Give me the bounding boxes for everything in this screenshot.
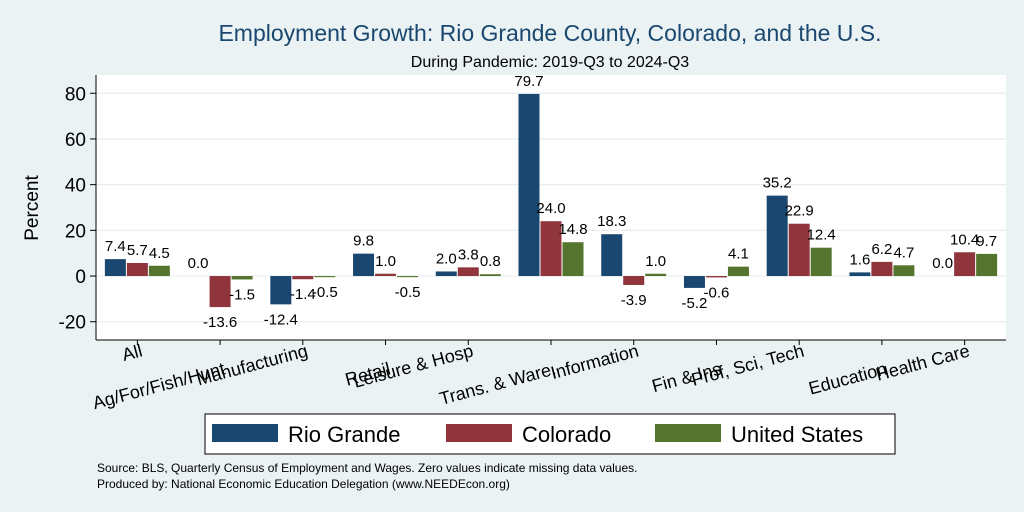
bar-united-states-education xyxy=(893,265,915,277)
data-label-united-states-trans-ware: 14.8 xyxy=(558,221,587,238)
y-tick-label: 40 xyxy=(65,176,86,197)
data-label-rio-grande-prof-sci-tech: 35.2 xyxy=(763,175,792,192)
bar-rio-grande-fin-ins xyxy=(683,276,705,288)
bar-rio-grande-all xyxy=(104,259,126,277)
data-label-rio-grande-leisure-hosp: 2.0 xyxy=(436,250,457,267)
chart-title: Employment Growth: Rio Grande County, Co… xyxy=(218,20,881,46)
legend-item-rio-grande: Rio Grande xyxy=(212,422,401,447)
bar-united-states-retail xyxy=(397,276,419,278)
bar-united-states-manufacturing xyxy=(314,276,336,278)
data-label-colorado-health-care: 10.4 xyxy=(950,231,979,248)
legend-label-united-states: United States xyxy=(731,422,863,447)
bar-rio-grande-leisure-hosp xyxy=(435,271,457,277)
data-label-united-states-fin-ins: 4.1 xyxy=(728,246,749,263)
data-label-colorado-fin-ins: -0.6 xyxy=(704,284,730,301)
chart-subtitle: During Pandemic: 2019-Q3 to 2024-Q3 xyxy=(411,54,689,71)
y-tick-labels: -20 0 20 40 60 80 xyxy=(59,84,86,333)
bar-colorado-education xyxy=(871,261,893,277)
bar-rio-grande-retail xyxy=(353,253,375,277)
legend-box xyxy=(204,413,896,455)
data-label-united-states-all: 4.5 xyxy=(149,245,170,262)
data-label-rio-grande-information: 18.3 xyxy=(597,213,626,230)
bar-united-states-leisure-hosp xyxy=(479,274,501,277)
data-label-colorado-education: 6.2 xyxy=(871,241,892,258)
data-label-colorado-all: 5.7 xyxy=(127,242,148,259)
bar-colorado-ag-for-fish-hunt xyxy=(209,276,231,308)
data-label-united-states-health-care: 9.7 xyxy=(976,233,997,250)
data-label-rio-grande-all: 7.4 xyxy=(105,238,126,255)
source-note: Source: BLS, Quarterly Census of Employm… xyxy=(97,461,637,475)
data-label-rio-grande-fin-ins: -5.2 xyxy=(682,295,708,312)
bar-colorado-information xyxy=(623,276,645,285)
legend-label-rio-grande: Rio Grande xyxy=(288,422,401,447)
data-label-colorado-trans-ware: 24.0 xyxy=(536,200,565,217)
data-label-rio-grande-manufacturing: -12.4 xyxy=(264,311,298,328)
y-tick-label: 20 xyxy=(65,221,86,242)
legend-item-united-states: United States xyxy=(655,422,863,447)
data-label-rio-grande-trans-ware: 79.7 xyxy=(514,73,543,90)
bar-colorado-trans-ware xyxy=(540,221,562,277)
bar-united-states-health-care xyxy=(976,253,998,277)
plot-area xyxy=(96,75,1006,340)
bar-united-states-fin-ins xyxy=(727,266,749,277)
bar-colorado-fin-ins xyxy=(705,276,727,278)
data-label-rio-grande-health-care: 0.0 xyxy=(932,255,953,272)
data-label-united-states-manufacturing: -0.5 xyxy=(312,284,338,301)
data-labels: 7.4 5.7 4.50.0-13.6-1.5-12.4-1.4-0.59.81.0… xyxy=(105,73,997,331)
bar-united-states-prof-sci-tech xyxy=(810,247,832,277)
bar-united-states-ag-for-fish-hunt xyxy=(231,276,253,280)
bar-colorado-retail xyxy=(375,273,397,277)
bar-colorado-manufacturing xyxy=(292,276,314,280)
produced-by-note: Produced by: National Economic Education… xyxy=(97,477,510,491)
data-label-united-states-prof-sci-tech: 12.4 xyxy=(807,227,836,244)
data-label-united-states-retail: -0.5 xyxy=(395,284,421,301)
y-tick-label: 0 xyxy=(75,267,86,288)
bar-rio-grande-prof-sci-tech xyxy=(766,195,788,277)
bar-united-states-information xyxy=(645,273,667,277)
bar-rio-grande-trans-ware xyxy=(518,93,540,277)
bar-colorado-prof-sci-tech xyxy=(788,223,810,277)
data-label-united-states-ag-for-fish-hunt: -1.5 xyxy=(229,286,255,303)
data-label-colorado-manufacturing: -1.4 xyxy=(290,286,316,303)
data-label-rio-grande-education: 1.6 xyxy=(849,251,870,268)
bar-united-states-all xyxy=(148,265,170,277)
data-label-colorado-information: -3.9 xyxy=(621,292,647,309)
y-tick-label: 80 xyxy=(65,84,86,105)
data-label-colorado-leisure-hosp: 3.8 xyxy=(458,246,479,263)
data-label-united-states-information: 1.0 xyxy=(645,253,666,270)
y-axis-title: Percent xyxy=(22,175,43,241)
bar-united-states-trans-ware xyxy=(562,242,584,277)
bar-rio-grande-information xyxy=(601,234,623,277)
legend-swatch-united-states xyxy=(655,424,721,442)
legend-swatch-colorado xyxy=(446,424,512,442)
y-tick-label: -20 xyxy=(59,313,86,334)
bars xyxy=(104,93,998,308)
bar-colorado-health-care xyxy=(954,252,976,277)
data-label-rio-grande-retail: 9.8 xyxy=(353,233,374,250)
bar-rio-grande-education xyxy=(849,272,871,277)
axes xyxy=(90,75,1006,345)
data-label-colorado-retail: 1.0 xyxy=(375,253,396,270)
data-label-colorado-prof-sci-tech: 22.9 xyxy=(785,203,814,220)
bar-rio-grande-manufacturing xyxy=(270,276,292,305)
data-label-united-states-education: 4.7 xyxy=(893,244,914,261)
legend-swatch-rio-grande xyxy=(212,424,278,442)
legend: Rio Grande Colorado United States xyxy=(204,413,896,455)
data-label-colorado-ag-for-fish-hunt: -13.6 xyxy=(203,314,237,331)
data-label-rio-grande-ag-for-fish-hunt: 0.0 xyxy=(188,255,209,272)
y-tick-label: 60 xyxy=(65,130,86,151)
data-label-united-states-leisure-hosp: 0.8 xyxy=(480,253,501,270)
bar-colorado-leisure-hosp xyxy=(457,267,479,277)
legend-label-colorado: Colorado xyxy=(522,422,611,447)
legend-item-colorado: Colorado xyxy=(446,422,611,447)
bar-colorado-all xyxy=(126,263,148,277)
